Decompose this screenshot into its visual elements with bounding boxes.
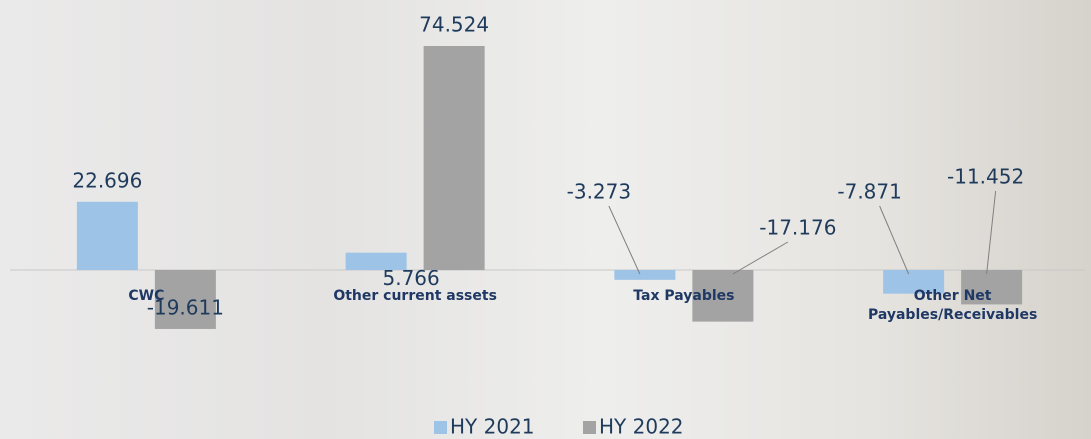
leader-line bbox=[608, 205, 641, 275]
bar bbox=[76, 201, 138, 270]
data-label: 74.524 bbox=[419, 13, 489, 37]
leader-line bbox=[986, 190, 997, 275]
bar bbox=[692, 270, 754, 322]
legend-label: HY 2022 bbox=[599, 415, 684, 439]
leader-line bbox=[732, 241, 789, 275]
data-label: -17.176 bbox=[759, 216, 836, 240]
data-label: -11.452 bbox=[947, 165, 1024, 189]
leader-line bbox=[879, 205, 910, 275]
bar bbox=[345, 252, 407, 270]
bar bbox=[883, 270, 945, 294]
legend-label: HY 2021 bbox=[450, 415, 535, 439]
data-label: -7.871 bbox=[837, 180, 901, 204]
bar bbox=[961, 270, 1023, 305]
data-label: -3.273 bbox=[567, 180, 631, 204]
data-label: 5.766 bbox=[382, 266, 439, 290]
data-label: 22.696 bbox=[72, 168, 142, 192]
category-label: Tax Payables bbox=[633, 288, 735, 304]
category-label: Other Net Payables/Receivables bbox=[867, 288, 1038, 323]
legend-swatch bbox=[583, 421, 596, 434]
legend-swatch bbox=[434, 421, 447, 434]
bar bbox=[614, 270, 676, 280]
category-label: CWC bbox=[128, 288, 165, 304]
data-label: -19.611 bbox=[147, 295, 224, 319]
bar bbox=[423, 46, 485, 270]
category-label: Other current assets bbox=[333, 288, 497, 304]
bar bbox=[154, 270, 216, 329]
